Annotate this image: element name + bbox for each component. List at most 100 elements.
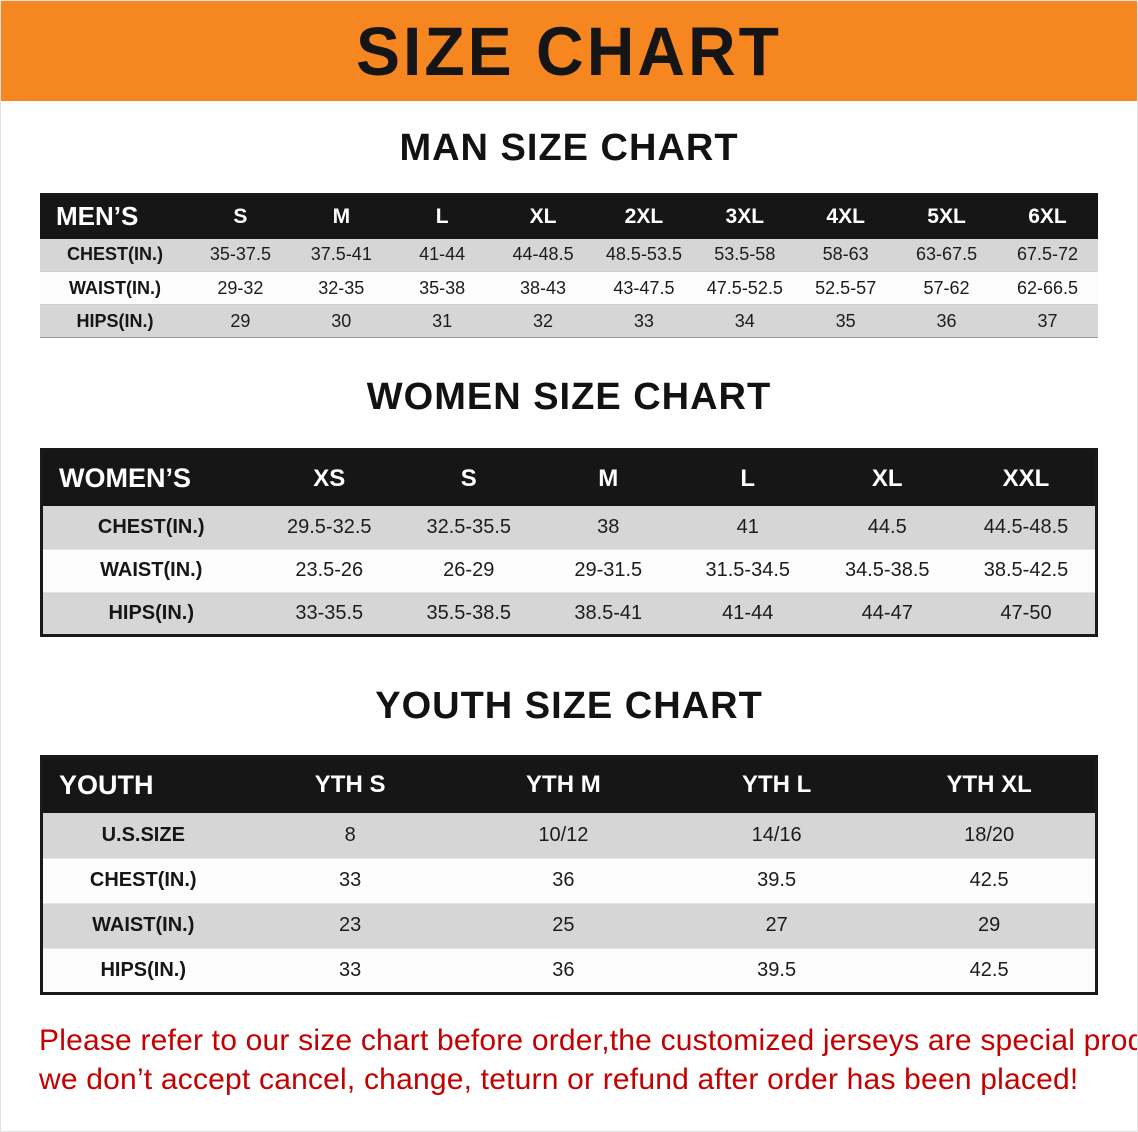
size-value-cell: 44.5	[867, 516, 907, 539]
column-header: YTH M	[456, 756, 670, 814]
column-header: XS	[259, 449, 399, 507]
column-header: 2XL	[593, 193, 695, 239]
size-value-cell: 23	[339, 914, 362, 937]
size-value-cell: 36	[552, 869, 575, 892]
size-value-cell: 63-67.5	[916, 244, 978, 265]
size-value-cell: 31.5-34.5	[705, 559, 790, 582]
size-value-cell: 41-44	[419, 244, 466, 265]
column-header: YTH S	[243, 756, 457, 814]
size-value-cell: 35.5-38.5	[426, 601, 511, 624]
table-corner-label: WOMEN’S	[41, 449, 260, 507]
row-label: WAIST(IN.)	[100, 559, 203, 582]
row-label: CHEST(IN.)	[67, 244, 163, 265]
size-value-cell: 41-44	[722, 601, 774, 624]
size-value-cell: 25	[552, 914, 575, 937]
youth-size-table: YOUTH YTH S YTH M YTH L YTH XL U.S.SIZE 8 10/12…	[40, 754, 1098, 995]
size-value-cell: 39.5	[757, 958, 797, 981]
size-value-cell: 34	[734, 310, 755, 331]
column-header: XL	[492, 193, 594, 239]
size-value-cell: 29	[978, 914, 1001, 937]
size-value-cell: 42.5	[969, 958, 1009, 981]
size-value-cell: 33	[633, 310, 654, 331]
size-value-cell: 32	[533, 310, 554, 331]
size-value-cell: 38-43	[520, 277, 567, 298]
table-corner-label: YOUTH	[41, 756, 244, 814]
size-value-cell: 58-63	[822, 244, 869, 265]
size-value-cell: 33-35.5	[295, 601, 364, 624]
column-header: 3XL	[694, 193, 796, 239]
column-header: YTH L	[670, 756, 884, 814]
size-value-cell: 10/12	[538, 823, 589, 846]
size-value-cell: 8	[344, 823, 356, 846]
table-row: CHEST(IN.) 33 36 39.5 42.5	[41, 858, 1097, 904]
row-label: CHEST(IN.)	[97, 516, 205, 539]
size-value-cell: 53.5-58	[714, 244, 776, 265]
disclaimer-line-1: Please refer to our size chart before or…	[39, 1023, 1138, 1057]
table-row: U.S.SIZE 8 10/12 14/16 18/20	[41, 813, 1097, 859]
size-value-cell: 35-37.5	[209, 244, 271, 265]
men-size-table: MEN’S S M L XL 2XL 3XL 4XL 5XL 6XL CHEST(IN.) 35-37…	[40, 192, 1098, 339]
banner: SIZE CHART	[1, 1, 1137, 101]
size-value-cell: 35	[835, 310, 856, 331]
row-label: HIPS(IN.)	[76, 310, 154, 331]
size-value-cell: 47-50	[1000, 601, 1052, 624]
size-value-cell: 29	[230, 310, 251, 331]
page-title: SIZE CHART	[356, 12, 782, 90]
column-header: M	[290, 193, 392, 239]
size-value-cell: 26-29	[443, 559, 495, 582]
size-value-cell: 32.5-35.5	[426, 516, 511, 539]
section-men: MAN SIZE CHART MEN’S S M L XL 2XL 3XL 4XL 5XL 6XL…	[1, 127, 1137, 339]
section-women: WOMEN SIZE CHART WOMEN’S XS S M L XL XXL CHEST(…	[1, 376, 1137, 637]
section-youth: YOUTH SIZE CHART YOUTH YTH S YTH M YTH L YTH…	[1, 685, 1137, 995]
table-corner-label: MEN’S	[40, 193, 190, 239]
size-value-cell: 48.5-53.5	[605, 244, 682, 265]
disclaimer-line-2: we don’t accept cancel, change, teturn o…	[39, 1063, 1079, 1097]
size-value-cell: 43-47.5	[613, 277, 675, 298]
size-value-cell: 37.5-41	[310, 244, 372, 265]
size-value-cell: 42.5	[969, 869, 1009, 892]
size-value-cell: 18/20	[964, 823, 1015, 846]
row-label: WAIST(IN.)	[92, 914, 195, 937]
table-row: CHEST(IN.) 35-37.5 37.5-41 41-44 44-48.5 48.5…	[40, 238, 1098, 272]
size-value-cell: 38	[597, 516, 620, 539]
size-value-cell: 30	[331, 310, 352, 331]
size-value-cell: 52.5-57	[815, 277, 877, 298]
table-row: HIPS(IN.) 33-35.5 35.5-38.5 38.5-41 41-44 44-…	[41, 592, 1097, 636]
column-header: 5XL	[896, 193, 997, 239]
column-header: S	[399, 449, 539, 507]
table-row: CHEST(IN.) 29.5-32.5 32.5-35.5 38 41 44.5 44.5…	[41, 506, 1097, 550]
column-header: YTH XL	[883, 756, 1097, 814]
size-value-cell: 36	[552, 958, 575, 981]
column-header: L	[678, 449, 818, 507]
column-header: XL	[817, 449, 957, 507]
size-value-cell: 31	[432, 310, 453, 331]
size-value-cell: 67.5-72	[1016, 244, 1079, 265]
disclaimer: Please refer to our size chart before or…	[39, 1021, 1138, 1101]
youth-section-heading: YOUTH SIZE CHART	[375, 684, 763, 727]
column-header: L	[391, 193, 493, 239]
size-value-cell: 23.5-26	[295, 559, 364, 582]
size-value-cell: 38.5-42.5	[983, 559, 1069, 582]
table-row: WAIST(IN.) 23 25 27 29	[41, 903, 1097, 949]
table-header-row: WOMEN’S XS S M L XL XXL	[41, 449, 1097, 507]
row-label: WAIST(IN.)	[69, 277, 161, 298]
size-value-cell: 36	[936, 310, 957, 331]
size-value-cell: 32-35	[318, 277, 365, 298]
table-row: WAIST(IN.) 23.5-26 26-29 29-31.5 31.5-34.5 34…	[41, 549, 1097, 593]
column-header: XXL	[957, 449, 1097, 507]
size-value-cell: 57-62	[923, 277, 970, 298]
size-value-cell: 29-32	[217, 277, 264, 298]
size-value-cell: 47.5-52.5	[706, 277, 783, 298]
table-header-row: YOUTH YTH S YTH M YTH L YTH XL	[41, 756, 1097, 814]
table-header-row: MEN’S S M L XL 2XL 3XL 4XL 5XL 6XL	[40, 193, 1098, 239]
row-label: HIPS(IN.)	[100, 958, 187, 981]
size-value-cell: 38.5-41	[574, 601, 643, 624]
size-value-cell: 37	[1037, 310, 1058, 331]
column-header: 6XL	[997, 193, 1098, 239]
women-size-table: WOMEN’S XS S M L XL XXL CHEST(IN.) 29.5-32.5 32.5…	[40, 447, 1098, 637]
size-value-cell: 44.5-48.5	[983, 516, 1069, 539]
women-section-heading: WOMEN SIZE CHART	[366, 376, 772, 419]
size-value-cell: 44-48.5	[512, 244, 574, 265]
table-row: WAIST(IN.) 29-32 32-35 35-38 38-43 43-47.5 47.…	[40, 271, 1098, 305]
